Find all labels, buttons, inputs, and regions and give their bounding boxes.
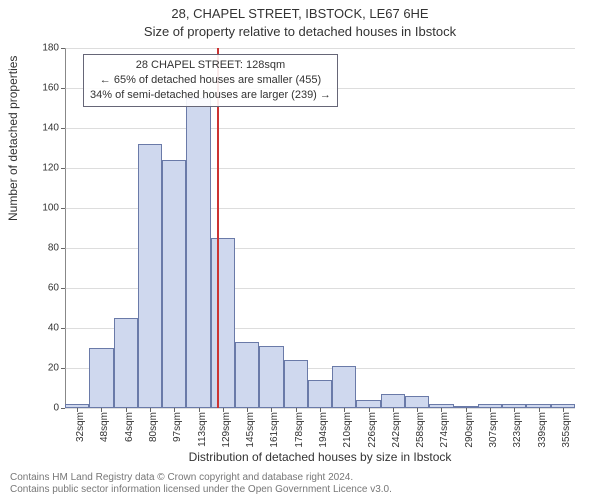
histogram-bar	[162, 160, 186, 408]
x-tick-label: 355sqm	[561, 408, 572, 448]
histogram-bar	[235, 342, 259, 408]
x-tick-mark	[174, 408, 175, 412]
histogram-bar	[138, 144, 162, 408]
x-tick-mark	[271, 408, 272, 412]
grid-line	[65, 128, 575, 129]
y-tick-mark	[61, 248, 65, 249]
y-tick-mark	[61, 208, 65, 209]
x-tick-mark	[77, 408, 78, 412]
histogram-bar	[308, 380, 332, 408]
x-tick-label: 323sqm	[512, 408, 523, 448]
histogram-bar	[114, 318, 138, 408]
x-tick-mark	[223, 408, 224, 412]
histogram-bar	[259, 346, 283, 408]
info-line-2: ← 65% of detached houses are smaller (45…	[90, 73, 331, 88]
histogram-bar	[381, 394, 405, 408]
x-tick-mark	[514, 408, 515, 412]
x-tick-label: 258sqm	[415, 408, 426, 448]
footer: Contains HM Land Registry data © Crown c…	[10, 472, 590, 496]
x-tick-label: 64sqm	[124, 408, 135, 442]
footer-line-2: Contains public sector information licen…	[10, 484, 590, 496]
histogram-bar	[405, 396, 429, 408]
x-tick-label: 307sqm	[488, 408, 499, 448]
x-tick-label: 129sqm	[221, 408, 232, 448]
x-tick-label: 80sqm	[148, 408, 159, 442]
x-tick-mark	[563, 408, 564, 412]
y-axis-label: Number of detached properties	[6, 56, 20, 221]
x-tick-label: 290sqm	[464, 408, 475, 448]
x-tick-label: 178sqm	[294, 408, 305, 448]
x-tick-label: 113sqm	[197, 408, 208, 447]
histogram-bar	[332, 366, 356, 408]
x-tick-label: 274sqm	[439, 408, 450, 448]
grid-line	[65, 48, 575, 49]
x-tick-mark	[320, 408, 321, 412]
x-tick-mark	[247, 408, 248, 412]
x-tick-label: 226sqm	[367, 408, 378, 448]
x-tick-mark	[101, 408, 102, 412]
y-tick-mark	[61, 328, 65, 329]
x-tick-mark	[466, 408, 467, 412]
plot-area: 02040608010012014016018032sqm48sqm64sqm8…	[65, 48, 575, 408]
x-tick-label: 161sqm	[269, 408, 280, 448]
y-tick-mark	[61, 168, 65, 169]
x-tick-mark	[393, 408, 394, 412]
x-axis-label: Distribution of detached houses by size …	[65, 450, 575, 464]
chart-title: 28, CHAPEL STREET, IBSTOCK, LE67 6HE	[0, 6, 600, 21]
x-tick-label: 97sqm	[172, 408, 183, 442]
info-line-1: 28 CHAPEL STREET: 128sqm	[90, 58, 331, 73]
y-axis-line	[65, 48, 66, 408]
y-tick-mark	[61, 408, 65, 409]
y-tick-mark	[61, 48, 65, 49]
x-tick-mark	[344, 408, 345, 412]
x-tick-label: 32sqm	[75, 408, 86, 442]
y-tick-mark	[61, 128, 65, 129]
x-tick-mark	[126, 408, 127, 412]
y-tick-mark	[61, 288, 65, 289]
chart-container: 28, CHAPEL STREET, IBSTOCK, LE67 6HE Siz…	[0, 0, 600, 500]
histogram-bar	[186, 98, 210, 408]
chart-subtitle: Size of property relative to detached ho…	[0, 24, 600, 39]
histogram-bar	[89, 348, 113, 408]
info-line-3: 34% of semi-detached houses are larger (…	[90, 88, 331, 103]
y-tick-mark	[61, 368, 65, 369]
y-tick-mark	[61, 88, 65, 89]
histogram-bar	[284, 360, 308, 408]
x-tick-label: 242sqm	[391, 408, 402, 448]
histogram-bar	[211, 238, 235, 408]
x-tick-mark	[490, 408, 491, 412]
x-tick-mark	[296, 408, 297, 412]
histogram-bar	[356, 400, 380, 408]
x-tick-label: 339sqm	[537, 408, 548, 448]
x-tick-mark	[417, 408, 418, 412]
info-box: 28 CHAPEL STREET: 128sqm ← 65% of detach…	[83, 54, 338, 107]
x-tick-mark	[539, 408, 540, 412]
x-tick-mark	[441, 408, 442, 412]
x-tick-mark	[150, 408, 151, 412]
footer-line-1: Contains HM Land Registry data © Crown c…	[10, 472, 590, 484]
x-tick-mark	[199, 408, 200, 412]
x-tick-label: 145sqm	[245, 408, 256, 448]
x-tick-mark	[369, 408, 370, 412]
x-tick-label: 48sqm	[99, 408, 110, 442]
x-tick-label: 210sqm	[342, 408, 353, 448]
x-tick-label: 194sqm	[318, 408, 329, 448]
